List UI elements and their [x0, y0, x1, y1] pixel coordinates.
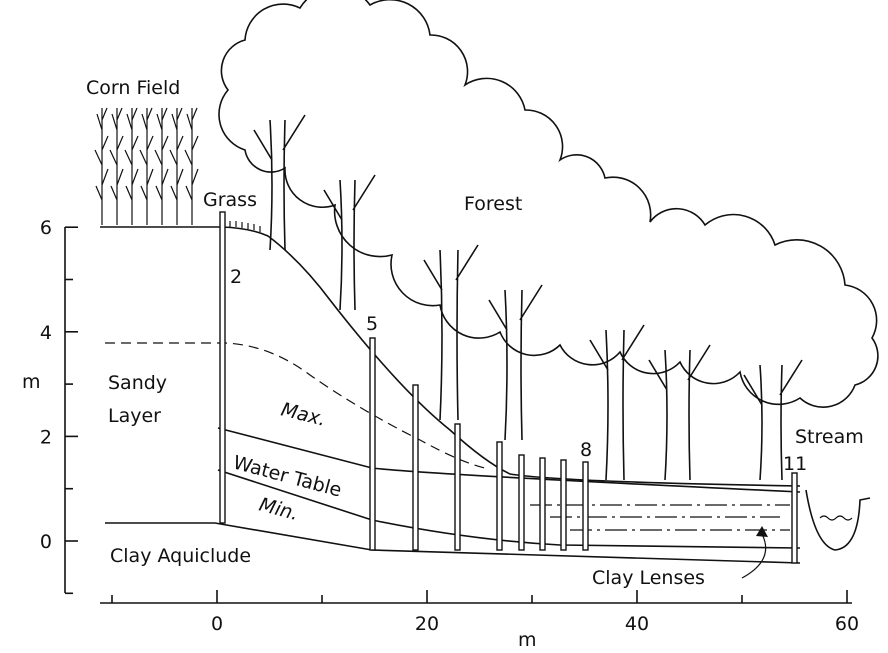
well — [519, 455, 524, 550]
clay-aquiclude-label: Clay Aquiclude — [110, 545, 251, 567]
tree-trunk — [324, 175, 375, 310]
corn-stalk — [110, 108, 123, 225]
x-tick-label: 40 — [625, 613, 649, 635]
y-tick-label: 0 — [40, 531, 52, 553]
corn-stalk — [170, 108, 183, 225]
clay-lenses-arrow — [742, 534, 766, 578]
wells: 2 5 8 11 — [220, 212, 807, 563]
well — [561, 460, 566, 550]
x-tick-label: 60 — [835, 613, 859, 635]
corn-field — [95, 108, 198, 225]
ground-surface — [100, 227, 800, 486]
well-number: 5 — [366, 313, 378, 335]
corn-stalk — [125, 108, 138, 225]
tree-trunk — [590, 325, 644, 480]
well-number: 8 — [580, 439, 592, 461]
corn-stalk — [140, 108, 153, 225]
corn-field-label: Corn Field — [86, 77, 180, 99]
y-tick-label: 2 — [40, 426, 52, 448]
arrowhead — [756, 526, 768, 537]
well — [220, 212, 225, 523]
sandy-label: Sandy — [108, 372, 167, 394]
forest-label: Forest — [464, 193, 522, 215]
tree-trunk — [424, 245, 478, 420]
grass-label: Grass — [203, 189, 257, 211]
cross-section-diagram: 25811 64200204060 m m Corn Field Grass F… — [0, 0, 888, 653]
well — [370, 338, 375, 550]
trees — [254, 115, 802, 480]
corn-stalk — [95, 108, 108, 225]
x-tick-label: 20 — [415, 613, 439, 635]
x-tick-label: 0 — [211, 613, 223, 635]
tree-trunk — [649, 345, 710, 480]
x-axis-label: m — [518, 629, 537, 651]
well — [792, 473, 797, 563]
well — [583, 462, 588, 550]
layer-label: Layer — [108, 405, 161, 427]
stream-water — [820, 516, 852, 520]
y-axis-label: m — [22, 371, 41, 393]
well-number: 11 — [783, 453, 807, 475]
tree-trunk — [489, 285, 542, 440]
forest-canopy — [219, 0, 878, 407]
stream-label: Stream — [795, 426, 864, 448]
well — [413, 385, 418, 550]
water-table-label: Water Table — [231, 452, 344, 502]
tree-trunk — [254, 115, 305, 250]
grass-tufts — [230, 221, 260, 232]
corn-stalk — [185, 108, 198, 225]
clay-lenses-label: Clay Lenses — [592, 567, 705, 589]
corn-stalk — [155, 108, 168, 225]
clay-lenses — [530, 505, 790, 530]
y-tick-label: 6 — [40, 217, 52, 239]
max-label: Max. — [279, 399, 328, 431]
min-label: Min. — [257, 494, 301, 526]
page: {"labels": {"corn_field": "Corn Field", … — [0, 0, 888, 653]
well — [540, 458, 545, 550]
well — [455, 424, 460, 550]
stream-channel — [806, 490, 870, 550]
well — [497, 442, 502, 550]
y-tick-label: 4 — [40, 322, 52, 344]
well-number: 2 — [230, 266, 242, 288]
